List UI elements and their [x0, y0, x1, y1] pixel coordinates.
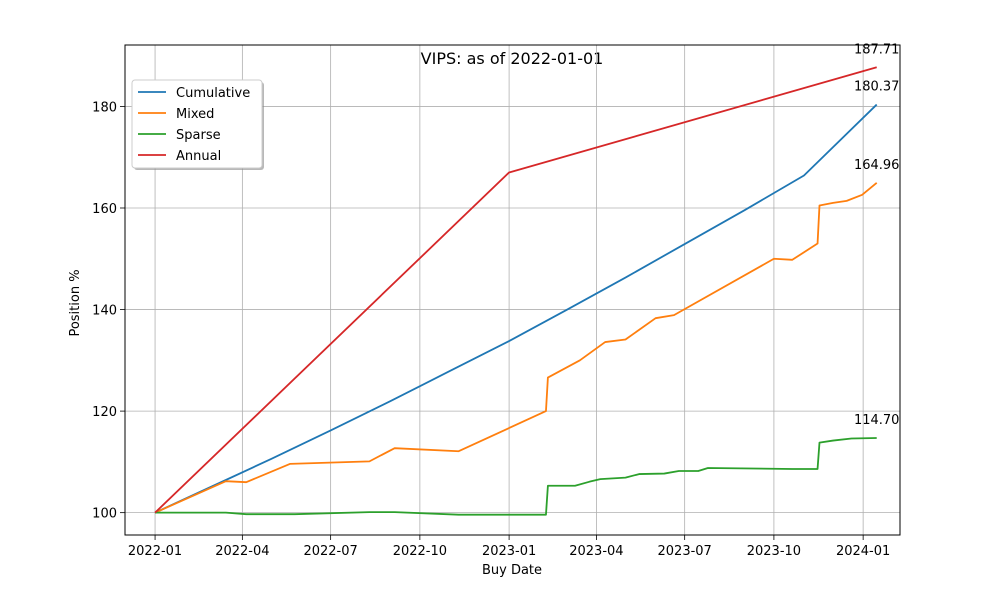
y-tick-label: 180	[92, 100, 117, 115]
legend: Cumulative Mixed Sparse Annual	[131, 79, 264, 170]
annotation-annual: 187.71	[854, 42, 900, 57]
x-tick-label: 2022-01	[128, 544, 182, 559]
legend-label-sparse: Sparse	[176, 128, 221, 143]
series-lines	[154, 66, 878, 516]
annotation-mixed: 164.96	[854, 158, 900, 173]
x-tick-label: 2023-10	[747, 544, 801, 559]
end-value-annotations: 187.71 180.37 164.96 114.70	[854, 42, 900, 428]
chart-title: VIPS: as of 2022-01-01	[421, 49, 604, 68]
legend-label-annual: Annual	[176, 149, 221, 164]
axis-ticks: 2022-01 2022-04 2022-07 2022-10 2023-01 2023-…	[92, 100, 890, 559]
series-line-annual	[154, 66, 877, 514]
y-tick-label: 140	[92, 304, 117, 319]
series-line-cumulative	[154, 103, 878, 514]
legend-box	[131, 79, 263, 169]
series-line-sparse	[155, 437, 877, 516]
x-tick-label: 2022-07	[303, 544, 357, 559]
legend-label-cumulative: Cumulative	[176, 86, 250, 101]
grid-lines	[125, 45, 900, 535]
x-tick-label: 2023-04	[569, 544, 623, 559]
x-tick-label: 2023-01	[482, 544, 536, 559]
x-axis-label: Buy Date	[482, 563, 542, 578]
legend-label-mixed: Mixed	[176, 107, 214, 122]
annotation-cumulative: 180.37	[854, 80, 900, 95]
y-tick-label: 120	[92, 405, 117, 420]
y-axis-label: Position %	[68, 269, 83, 336]
x-tick-label: 2022-04	[215, 544, 269, 559]
series-line-mixed	[154, 182, 878, 514]
y-tick-label: 100	[92, 507, 117, 522]
annotation-sparse: 114.70	[854, 413, 900, 428]
plot-frame	[124, 44, 901, 536]
x-tick-label: 2024-01	[836, 544, 890, 559]
y-tick-label: 160	[92, 202, 117, 217]
x-tick-label: 2022-10	[393, 544, 447, 559]
x-tick-label: 2023-07	[658, 544, 712, 559]
